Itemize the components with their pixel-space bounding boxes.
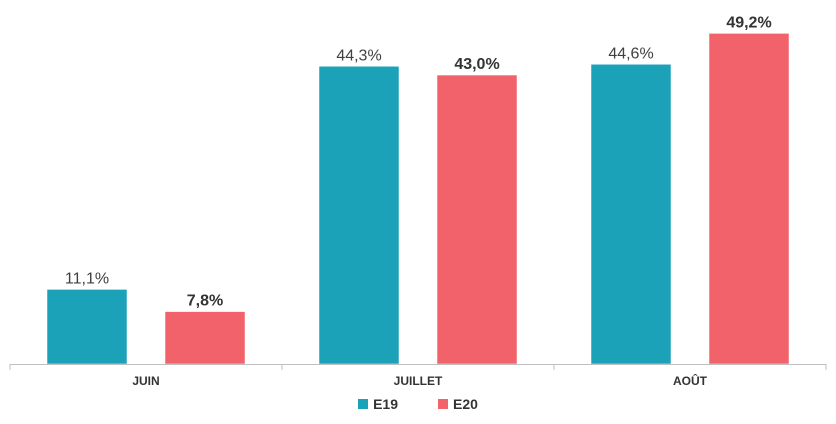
legend-label-e19: E19 — [373, 396, 398, 412]
category-labels-group: JUIN JUILLET AOÛT — [132, 373, 707, 388]
bar-e19-juillet — [318, 66, 400, 365]
legend-swatch-e20 — [438, 399, 448, 409]
bar-e20-août — [708, 33, 790, 365]
category-label-août: AOÛT — [673, 373, 708, 388]
category-label-juin: JUIN — [132, 374, 159, 388]
value-label-e20-juin: 7,8% — [187, 293, 223, 310]
bars-group — [46, 33, 790, 365]
bar-e20-juin — [164, 311, 246, 365]
bar-e20-juillet — [436, 74, 518, 365]
legend: E19 E20 — [0, 396, 836, 412]
value-label-e19-août: 44,6% — [608, 45, 653, 62]
legend-swatch-e19 — [358, 399, 369, 409]
value-labels-group: 11,1% 7,8% 44,3% 43,0% 44,6% 49,2% — [65, 14, 772, 309]
value-label-e20-août: 49,2% — [726, 14, 771, 31]
value-label-e20-juillet: 43,0% — [454, 56, 499, 73]
legend-item-e19: E19 — [358, 396, 398, 412]
value-label-e19-juin: 11,1% — [65, 270, 109, 287]
bar-e19-juin — [46, 289, 128, 365]
value-label-e19-juillet: 44,3% — [336, 47, 381, 64]
legend-label-e20: E20 — [453, 396, 478, 412]
bar-e19-août — [590, 64, 672, 365]
legend-item-e20: E20 — [438, 396, 478, 412]
category-label-juillet: JUILLET — [394, 374, 443, 388]
x-axis-ticks — [9, 364, 827, 370]
